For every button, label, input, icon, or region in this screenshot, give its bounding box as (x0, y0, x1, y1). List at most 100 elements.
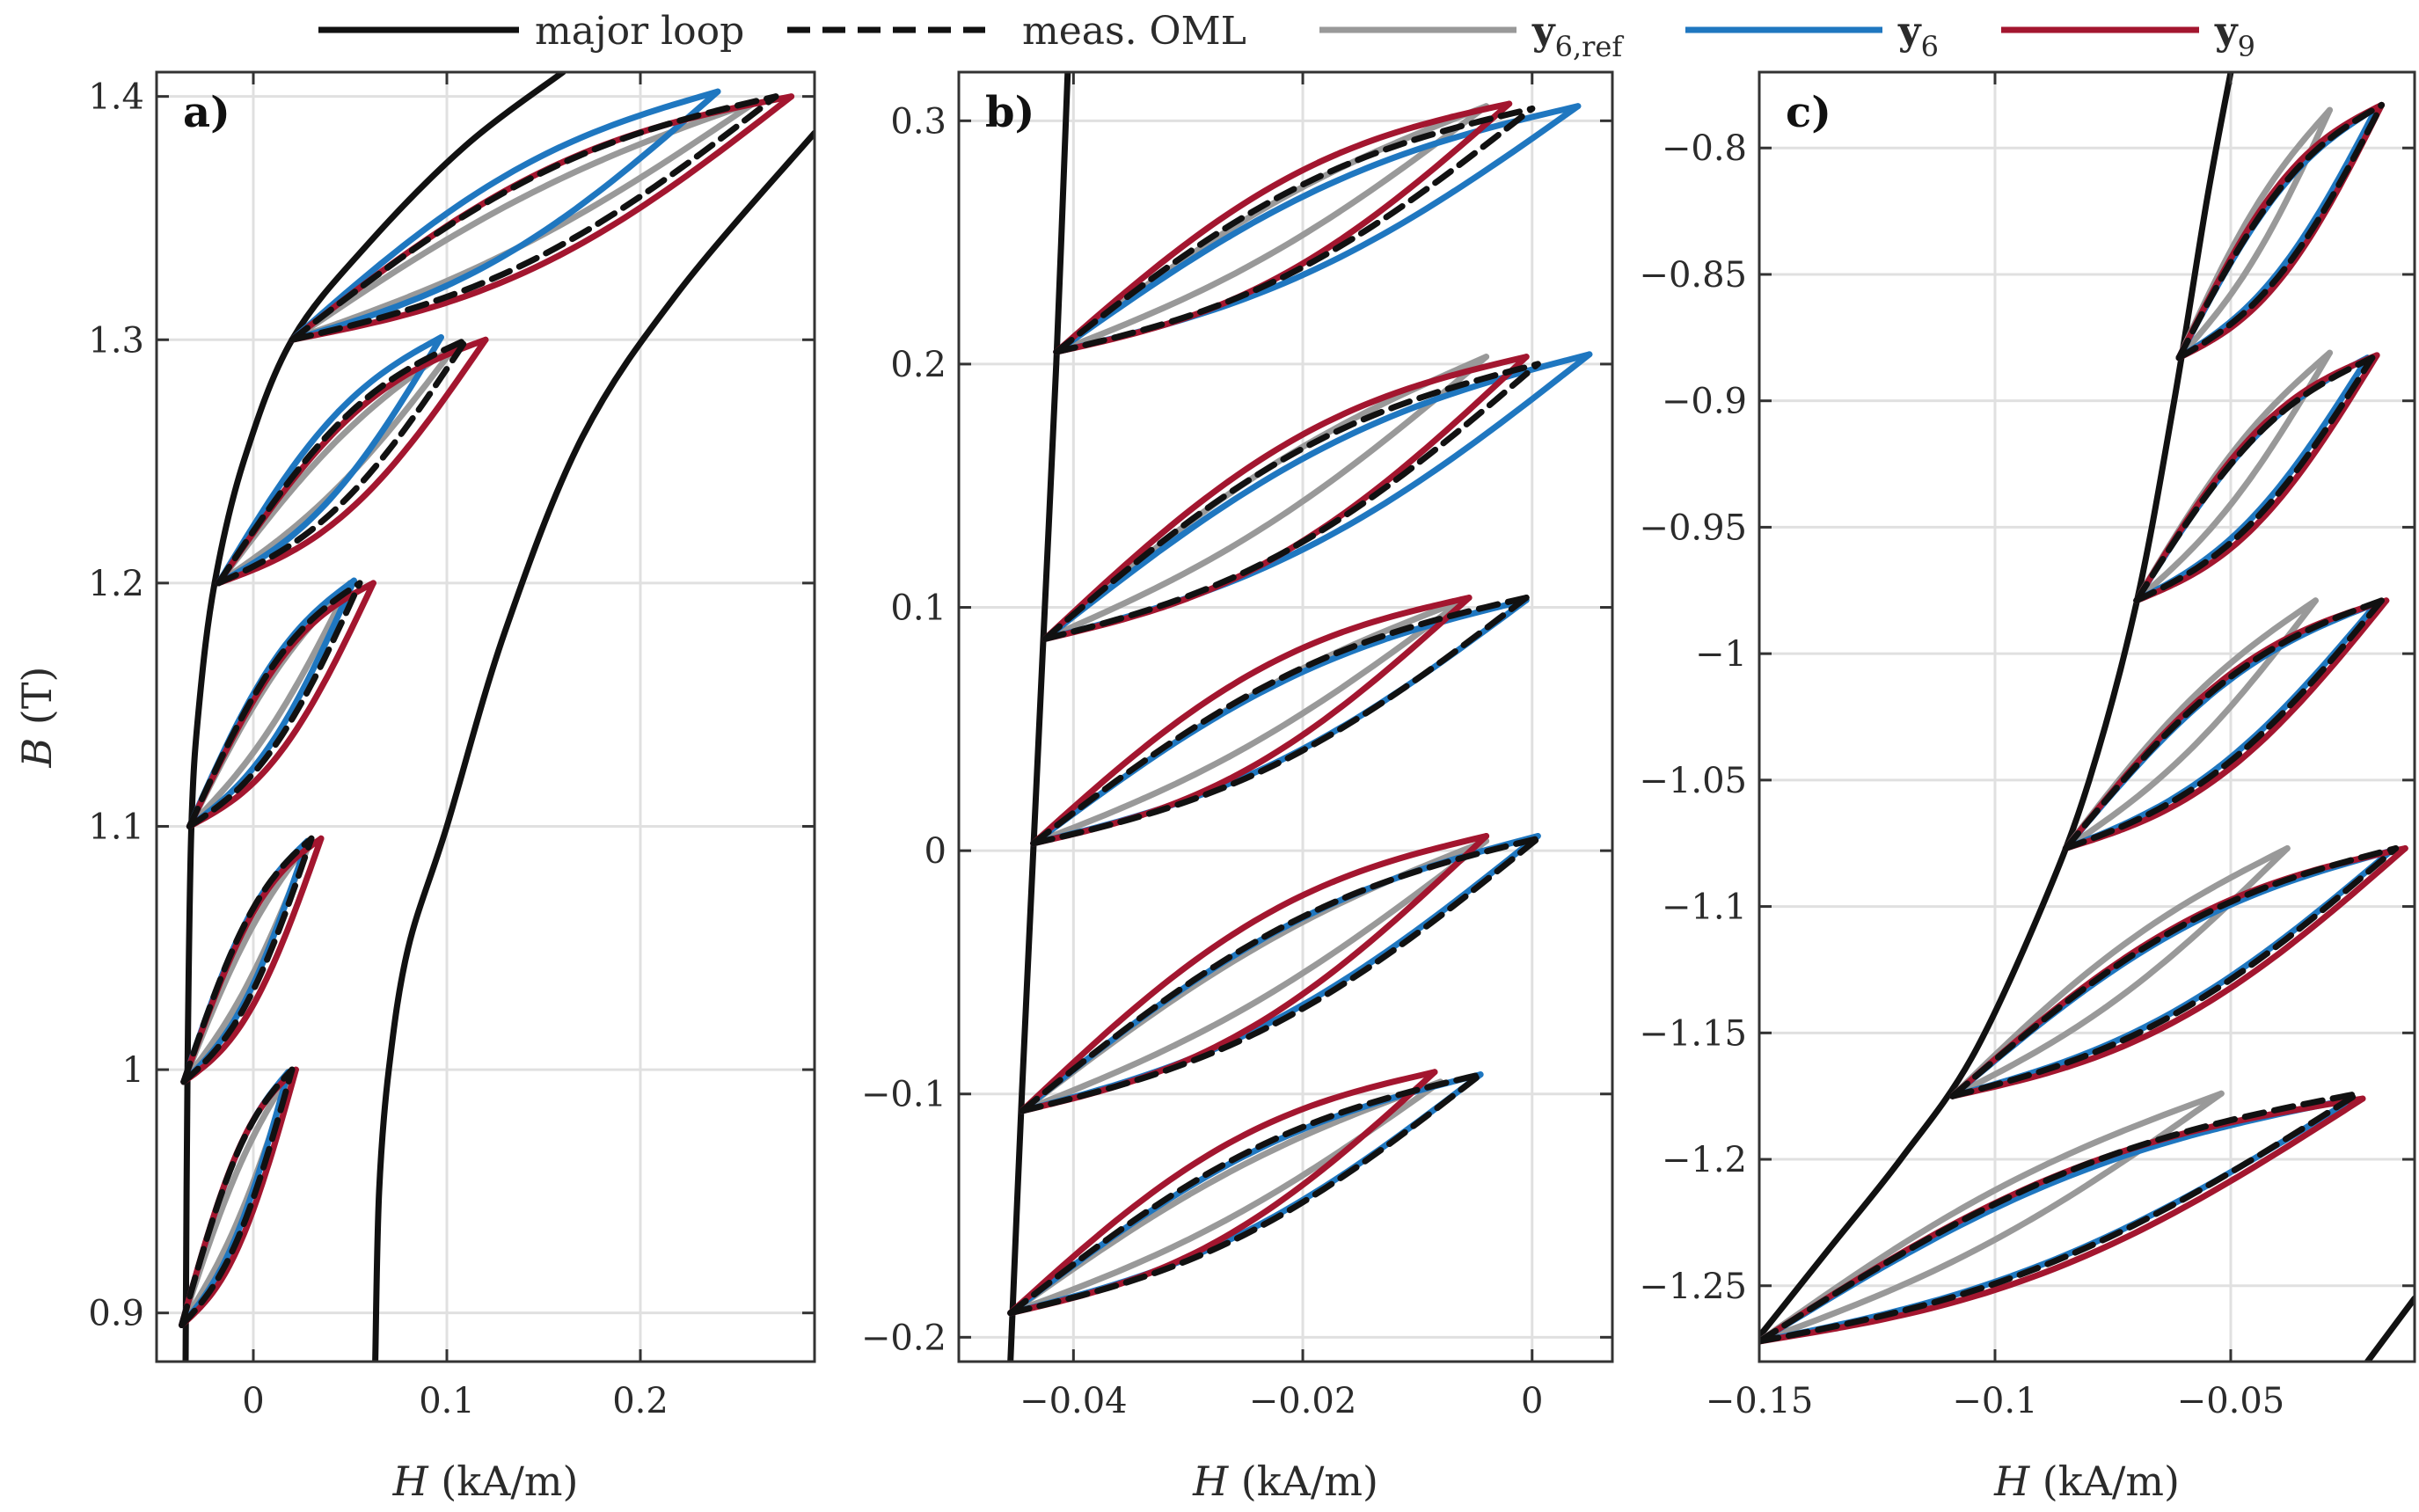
major-loop-ascending (1007, 72, 1071, 1362)
minor-loop-3-y6ref-lower (186, 580, 354, 829)
major-loop-ascending (182, 72, 566, 1362)
y-tick-label: 0.2 (890, 345, 946, 385)
minor-loop-1-y9-lower (179, 1066, 299, 1328)
minor-loop-1-meas-lower (1007, 1071, 1484, 1317)
minor-loop-4-meas-lower (1041, 361, 1541, 642)
minor-loop-5-y9-upper (289, 93, 795, 343)
y-tick-label: −1.25 (1639, 1267, 1747, 1307)
minor-loop-4-meas-upper (2133, 354, 2376, 604)
minor-loop-1-y6-lower (1007, 1071, 1484, 1317)
y-tick-label: −0.9 (1662, 382, 1747, 422)
y-tick-label: 0.3 (890, 101, 946, 142)
minor-loop-2-y6-lower (1019, 833, 1541, 1114)
minor-loop-3-y6ref-lower (1030, 596, 1466, 847)
minor-loop-5-meas-upper (289, 93, 779, 343)
minor-loop-2-y6-lower (180, 837, 311, 1085)
legend-label-y6: y6 (1897, 9, 1939, 63)
y-tick-label: 1.1 (88, 807, 144, 847)
minor-loop-3-meas-upper (1030, 595, 1530, 847)
minor-loop-4-y9-upper (2133, 352, 2380, 604)
y-tick-label: 1.3 (88, 320, 144, 361)
minor-loop-5-y6-lower (289, 88, 721, 343)
minor-loop-2-y6ref-lower (180, 835, 315, 1085)
minor-loop-5-y9-lower (289, 93, 795, 343)
panel-label: a) (183, 88, 230, 137)
minor-loop-1-y6-lower (179, 1069, 292, 1328)
legend-label-y9: y9 (2214, 9, 2255, 63)
minor-loop-4-meas-lower (215, 336, 470, 587)
y-tick-label: 1 (122, 1050, 144, 1091)
major-loop-descending (2364, 1295, 2415, 1362)
panel-label: c) (1786, 88, 1831, 137)
minor-loop-3-meas-upper (186, 580, 363, 829)
x-tick-label: 0.1 (419, 1381, 475, 1421)
panel-c: −0.15 −0.1 −0.05 −1.25 −1.2 −1.15 −1.1 −1.05 −1 −… (1639, 70, 2416, 1505)
minor-loop-1-meas-upper (1007, 1071, 1484, 1317)
minor-loop-3-y9-lower (186, 580, 376, 829)
minor-loop-5-y6ref-lower (1053, 103, 1490, 355)
minor-loop-3-y9-upper (186, 580, 376, 829)
major-loop-ascending (1759, 72, 2234, 1340)
y-tick-label: 1.4 (88, 77, 144, 118)
x-tick-label: −0.05 (2177, 1381, 2285, 1421)
minor-loop-4-y9-upper (1041, 354, 1530, 642)
y-tick-label: −1.15 (1639, 1013, 1747, 1054)
minor-loop-1-y6ref-upper (1759, 1090, 2225, 1345)
axes-frame (957, 70, 1614, 1363)
axes-frame (1758, 70, 2416, 1363)
minor-loop-1-meas-lower (179, 1066, 296, 1328)
minor-loop-2-meas-lower (180, 835, 315, 1085)
minor-loop-3-y6ref-upper (186, 580, 354, 829)
plot-area (1759, 72, 2415, 1362)
plot-area (179, 72, 815, 1362)
minor-loop-5-meas-lower (2175, 101, 2385, 362)
minor-loop-5-meas-lower (1053, 106, 1536, 355)
minor-loop-4-y6-upper (1041, 351, 1593, 642)
minor-loop-2-y9-lower (1019, 833, 1490, 1114)
minor-loop-2-meas-lower (1949, 845, 2400, 1099)
x-axis-label: H (kA/m) (392, 1457, 579, 1505)
minor-loop-2-y6ref-upper (180, 835, 315, 1085)
y-tick-label: −0.8 (1662, 128, 1747, 169)
legend-label-y6ref: y6,ref (1531, 9, 1624, 63)
minor-loop-4-y9-lower (1041, 354, 1530, 642)
y-axis-label: B (T) (13, 666, 61, 768)
x-tick-label: −0.02 (1249, 1381, 1357, 1421)
y-tick-label: −0.2 (861, 1318, 946, 1358)
minor-loop-5-y9-upper (1053, 100, 1513, 355)
minor-loop-5-meas-lower (289, 93, 779, 343)
y-tick-label: −1.2 (1662, 1140, 1747, 1180)
x-tick-label: 0.2 (612, 1381, 669, 1421)
minor-loop-4-meas-upper (215, 336, 470, 587)
minor-loop-1-y6-upper (1007, 1071, 1484, 1317)
x-axis-label: H (kA/m) (1993, 1457, 2180, 1505)
x-tick-label: 0 (1521, 1381, 1543, 1421)
legend-label-meas-oml: meas. OML (1022, 9, 1246, 54)
y-tick-label: −0.95 (1639, 508, 1747, 548)
y-tick-label: −1.05 (1639, 761, 1747, 801)
minor-loop-3-meas-lower (1030, 595, 1530, 847)
y-tick-label: −0.85 (1639, 255, 1747, 296)
minor-loop-4-meas-lower (2133, 354, 2376, 604)
y-tick-label: −1 (1695, 634, 1747, 675)
minor-loop-4-y6ref-lower (1041, 354, 1490, 642)
y-tick-label: 0 (924, 831, 946, 872)
minor-loop-2-y9-lower (180, 835, 325, 1085)
x-tick-label: −0.04 (1019, 1381, 1128, 1421)
panel-a: 0 0.1 0.2 0.9 1 1.1 1.2 1.3 1.4 a) H (kA/m) B (T) (13, 70, 816, 1505)
x-tick-label: 0 (242, 1381, 264, 1421)
minor-loop-4-y9-lower (215, 336, 489, 587)
minor-loop-3-meas-upper (2062, 597, 2385, 851)
x-tick-label: −0.15 (1706, 1381, 1814, 1421)
minor-loop-3-y9-lower (2062, 597, 2390, 851)
panel-label: b) (985, 88, 1034, 137)
minor-loop-3-y6-upper (1030, 596, 1530, 847)
minor-loop-5-y6-upper (289, 88, 721, 343)
minor-loop-1-y9-upper (1007, 1069, 1438, 1317)
minor-loop-1-meas-upper (179, 1066, 296, 1328)
minor-loop-1-y6-upper (179, 1069, 292, 1328)
minor-loop-5-y6ref-lower (289, 98, 760, 343)
minor-loop-5-meas-upper (1053, 106, 1536, 355)
y-tick-label: 1.2 (88, 564, 144, 604)
